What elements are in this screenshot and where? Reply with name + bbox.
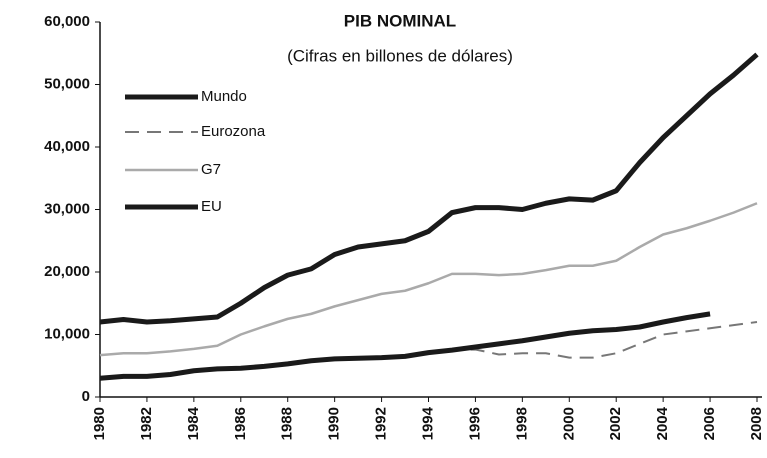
x-tick-label: 1998	[513, 407, 530, 440]
chart-title: PIB NOMINAL	[344, 11, 456, 30]
x-tick-label: 1996	[466, 407, 483, 440]
x-tick-label: 2002	[607, 407, 624, 440]
y-tick-label: 40,000	[44, 138, 90, 155]
series-line	[99, 52, 759, 325]
series-line	[99, 311, 711, 381]
legend-label: Mundo	[201, 88, 247, 105]
x-tick-label: 2006	[701, 407, 718, 440]
series-line	[404, 321, 758, 359]
y-tick-label: 50,000	[44, 75, 90, 92]
legend-label: G7	[201, 161, 221, 178]
x-tick-label: 1990	[326, 407, 343, 440]
x-tick-label: 1986	[232, 407, 249, 440]
x-tick-label: 2004	[654, 406, 671, 440]
y-tick-label: 0	[82, 388, 90, 405]
y-tick-label: 10,000	[44, 325, 90, 342]
chart-subtitle: (Cifras en billones de dólares)	[287, 46, 513, 65]
legend-label: Eurozona	[201, 123, 266, 140]
x-tick-label: 1980	[91, 407, 108, 440]
x-tick-label: 1992	[373, 407, 390, 440]
x-tick-label: 2000	[560, 407, 577, 440]
legend-label: EU	[201, 198, 222, 215]
y-tick-label: 20,000	[44, 263, 90, 280]
series-line	[99, 202, 758, 357]
x-tick-label: 2008	[748, 407, 765, 440]
y-tick-label: 30,000	[44, 200, 90, 217]
x-tick-label: 1988	[279, 407, 296, 440]
x-tick-label: 1984	[185, 406, 202, 440]
x-tick-label: 1982	[138, 407, 155, 440]
y-tick-label: 60,000	[44, 13, 90, 30]
x-tick-label: 1994	[419, 406, 436, 440]
